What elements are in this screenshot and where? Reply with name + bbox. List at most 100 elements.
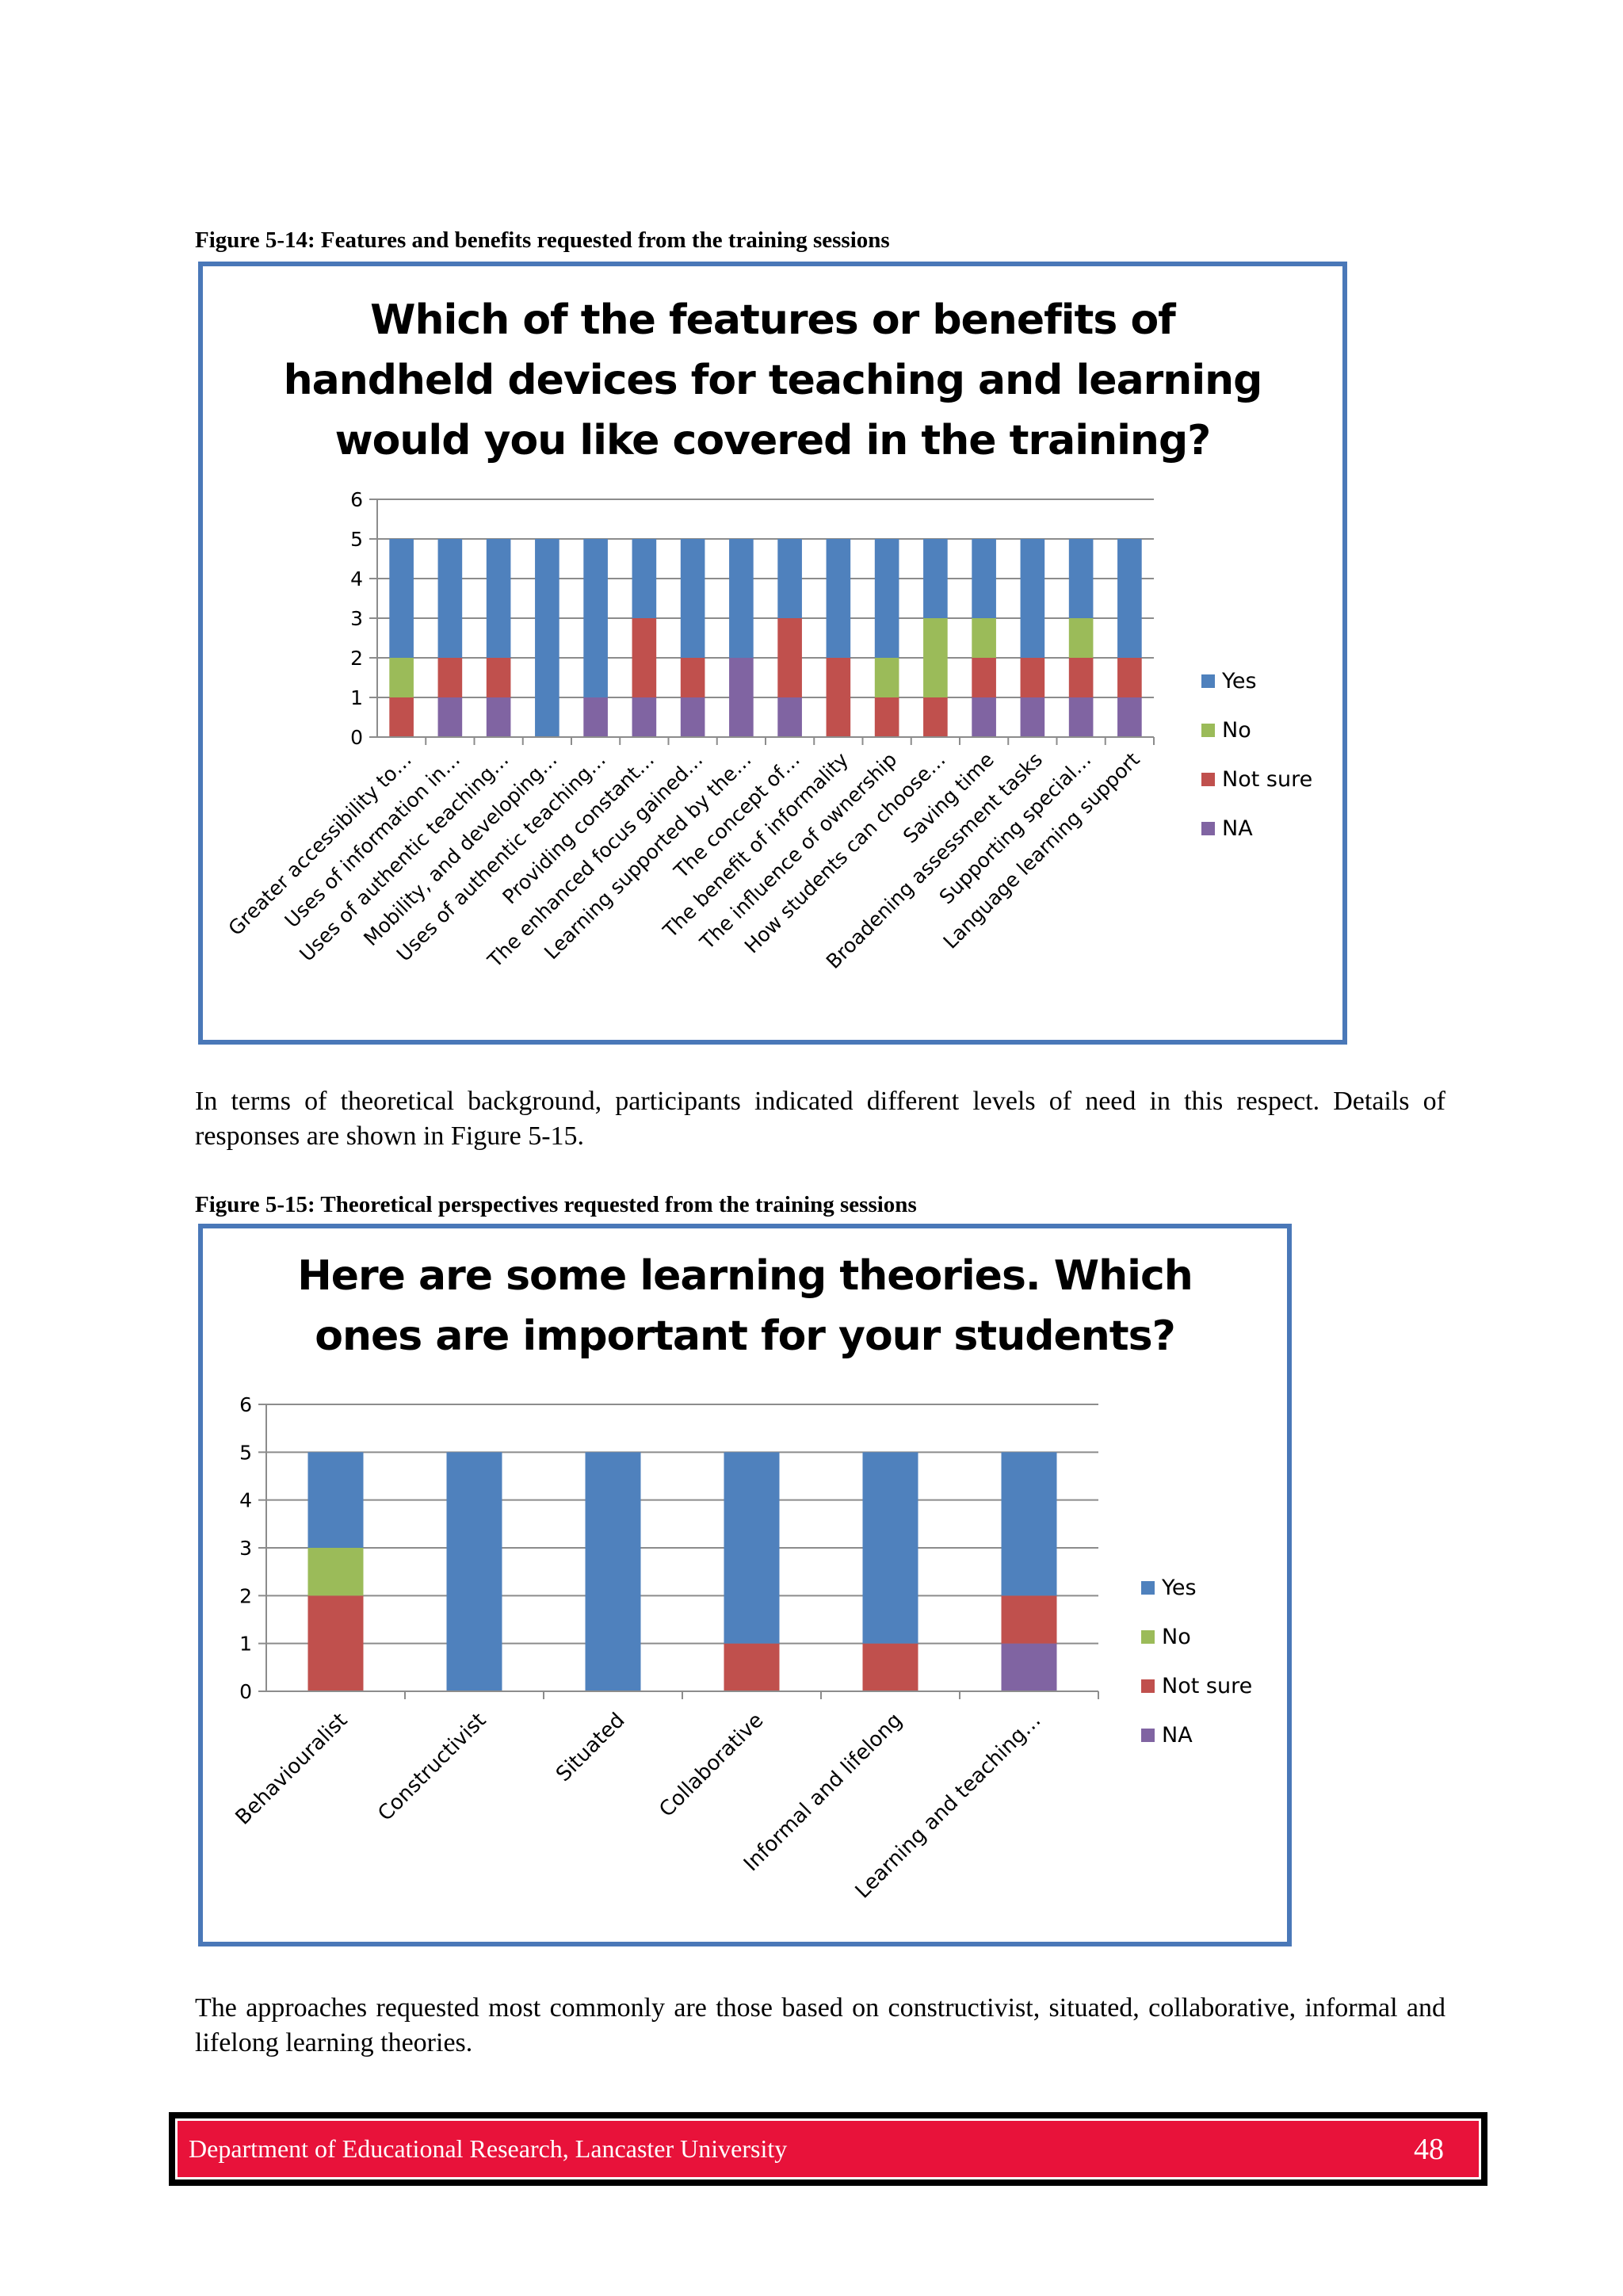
chart-title: Which of the features or benefits of han… bbox=[283, 296, 1263, 464]
y-tick-label: 2 bbox=[239, 1584, 252, 1607]
y-tick-label: 3 bbox=[239, 1537, 252, 1560]
bar-not-sure-7 bbox=[680, 658, 705, 697]
bar-na-3 bbox=[486, 697, 511, 737]
chart-features-benefits: Which of the features or benefits of han… bbox=[198, 262, 1347, 1045]
bar-yes-7 bbox=[680, 539, 705, 658]
legend-swatch-na bbox=[1141, 1729, 1155, 1742]
bar-no-15 bbox=[1068, 618, 1094, 658]
bar-yes-15 bbox=[1068, 539, 1094, 618]
figure-5-15-caption: Figure 5-15: Theoretical perspectives re… bbox=[195, 1192, 917, 1217]
bar-na-14 bbox=[1020, 697, 1045, 737]
bar-not-sure-16 bbox=[1117, 658, 1142, 697]
bar-not-sure-5 bbox=[862, 1643, 918, 1691]
legend-label-yes: Yes bbox=[1161, 1576, 1197, 1600]
bar-yes-3 bbox=[486, 539, 511, 658]
y-tick-label: 6 bbox=[239, 1393, 252, 1416]
y-tick-label: 0 bbox=[350, 726, 363, 749]
x-category-label: Uses of authentic teaching… bbox=[295, 748, 513, 966]
y-tick-label: 5 bbox=[239, 1441, 252, 1464]
bar-yes-14 bbox=[1020, 539, 1045, 658]
bar-na-6 bbox=[632, 697, 657, 737]
bar-not-sure-15 bbox=[1068, 658, 1094, 697]
x-category-label: Collaborative bbox=[655, 1709, 768, 1822]
bar-yes-1 bbox=[389, 539, 414, 658]
bar-no-12 bbox=[923, 618, 948, 697]
x-category-label: Informal and lifelong bbox=[739, 1709, 907, 1876]
y-tick-label: 0 bbox=[239, 1680, 252, 1703]
bar-not-sure-11 bbox=[874, 697, 899, 737]
bar-yes-5 bbox=[862, 1452, 918, 1644]
bar-yes-5 bbox=[583, 539, 608, 697]
footer-department: Department of Educational Research, Lanc… bbox=[189, 2134, 788, 2163]
bar-not-sure-2 bbox=[437, 658, 463, 697]
legend-label-no: No bbox=[1222, 718, 1251, 743]
bar-yes-11 bbox=[874, 539, 899, 658]
x-category-label: Constructivist bbox=[373, 1709, 491, 1826]
bar-not-sure-6 bbox=[1001, 1595, 1057, 1644]
bar-yes-16 bbox=[1117, 539, 1142, 658]
chart-title: Here are some learning theories. Which o… bbox=[297, 1252, 1193, 1360]
bar-yes-1 bbox=[307, 1452, 364, 1548]
bar-na-15 bbox=[1068, 697, 1094, 737]
bar-yes-13 bbox=[972, 539, 996, 618]
legend-label-na: NA bbox=[1162, 1723, 1193, 1748]
chart-learning-theories: Here are some learning theories. Which o… bbox=[198, 1224, 1292, 1946]
bar-na-8 bbox=[729, 658, 754, 737]
bar-not-sure-14 bbox=[1020, 658, 1045, 697]
bar-not-sure-10 bbox=[826, 658, 851, 737]
legend-label-no: No bbox=[1162, 1625, 1191, 1649]
legend-label-not-sure: Not sure bbox=[1222, 767, 1312, 792]
legend-swatch-not-sure bbox=[1201, 773, 1215, 786]
bar-na-5 bbox=[583, 697, 608, 737]
bar-na-7 bbox=[680, 697, 705, 737]
figure-5-14-caption: Figure 5-14: Features and benefits reque… bbox=[195, 227, 890, 253]
bar-not-sure-9 bbox=[777, 618, 802, 697]
bar-yes-2 bbox=[446, 1452, 502, 1691]
bar-yes-8 bbox=[729, 539, 754, 658]
y-tick-label: 4 bbox=[350, 567, 363, 590]
y-tick-label: 2 bbox=[350, 647, 363, 670]
bar-not-sure-6 bbox=[632, 618, 657, 697]
chart-learning-theories-plot: 0 1 2 3 4 5 6 Behaviouralist Constructivist Situa… bbox=[231, 1393, 1253, 1903]
bar-no-11 bbox=[874, 658, 899, 697]
bar-no-13 bbox=[972, 618, 996, 658]
bar-not-sure-1 bbox=[307, 1595, 364, 1691]
page-number: 48 bbox=[1414, 2132, 1444, 2166]
legend-swatch-yes bbox=[1141, 1581, 1155, 1595]
x-category-label: Behaviouralist bbox=[231, 1709, 353, 1830]
y-tick-label: 1 bbox=[239, 1633, 252, 1656]
page-footer: Department of Educational Research, Lanc… bbox=[169, 2112, 1487, 2186]
bar-na-16 bbox=[1117, 697, 1142, 737]
bar-yes-3 bbox=[585, 1452, 641, 1691]
legend-swatch-no bbox=[1201, 724, 1215, 737]
paragraph-theoretical-background: In terms of theoretical background, part… bbox=[195, 1087, 1445, 1151]
bar-na-6 bbox=[1001, 1643, 1057, 1691]
legend-swatch-no bbox=[1141, 1630, 1155, 1644]
bar-not-sure-13 bbox=[972, 658, 996, 697]
bar-yes-10 bbox=[826, 539, 851, 658]
paragraph-approaches: The approaches requested most commonly a… bbox=[195, 1993, 1445, 2057]
legend-label-not-sure: Not sure bbox=[1162, 1674, 1252, 1698]
y-tick-label: 4 bbox=[239, 1489, 252, 1512]
bar-no-1 bbox=[389, 658, 414, 697]
bar-not-sure-12 bbox=[923, 697, 948, 737]
y-tick-label: 1 bbox=[350, 686, 363, 709]
y-tick-label: 6 bbox=[350, 488, 363, 511]
bar-not-sure-3 bbox=[486, 658, 511, 697]
legend-swatch-not-sure bbox=[1141, 1679, 1155, 1693]
x-category-label: Situated bbox=[552, 1709, 629, 1786]
bar-na-2 bbox=[437, 697, 463, 737]
legend-swatch-yes bbox=[1201, 674, 1215, 688]
y-tick-label: 5 bbox=[350, 528, 363, 551]
bar-not-sure-4 bbox=[724, 1643, 780, 1691]
bar-yes-12 bbox=[923, 539, 948, 618]
legend-label-yes: Yes bbox=[1221, 669, 1257, 693]
bar-yes-9 bbox=[777, 539, 802, 618]
y-tick-label: 3 bbox=[350, 607, 363, 630]
legend-label-na: NA bbox=[1222, 816, 1253, 841]
bar-yes-6 bbox=[1001, 1452, 1057, 1596]
legend-swatch-na bbox=[1201, 822, 1215, 835]
bar-yes-4 bbox=[535, 539, 559, 737]
bar-yes-6 bbox=[632, 539, 657, 618]
